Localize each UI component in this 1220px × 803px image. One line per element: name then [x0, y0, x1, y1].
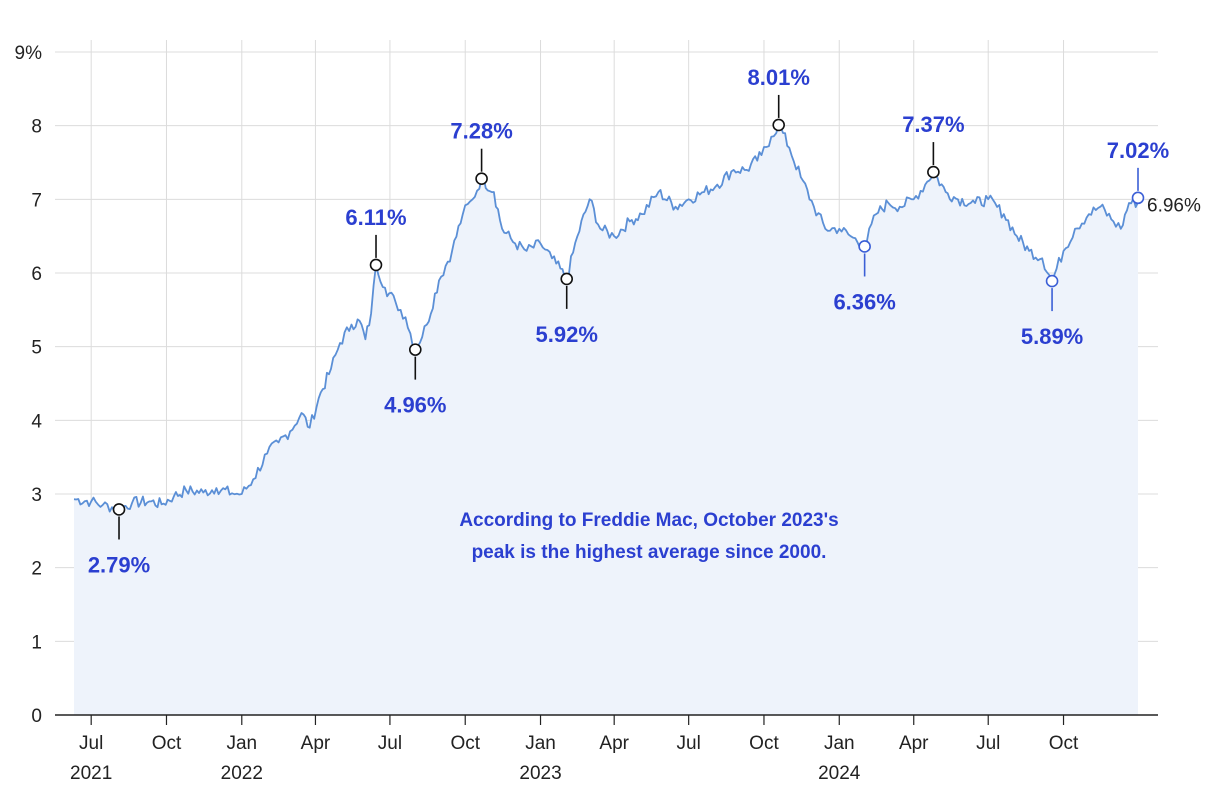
x-tick-label: Jul	[677, 733, 701, 754]
annotation-label: 4.96%	[384, 393, 446, 418]
y-tick-label: 6	[31, 264, 42, 285]
x-tick-label: Apr	[301, 733, 331, 754]
annotation-marker	[927, 165, 940, 179]
annotation-label: 5.89%	[1021, 324, 1083, 349]
x-tick-label: Oct	[450, 733, 480, 754]
annotation-marker	[112, 503, 126, 516]
annotation-marker	[1131, 191, 1145, 205]
x-tick-label: Jan	[525, 733, 556, 754]
annotation-marker	[369, 258, 383, 272]
x-tick-label: Jul	[79, 733, 103, 754]
y-tick-label: 0	[31, 706, 42, 727]
annotation-marker	[772, 118, 785, 132]
x-tick-label: Oct	[152, 733, 182, 754]
x-year-label: 2023	[519, 763, 561, 784]
annotation-label: 2.79%	[88, 552, 150, 577]
note-line-1: According to Freddie Mac, October 2023's	[459, 510, 838, 531]
x-tick-label: Apr	[599, 733, 629, 754]
last-value-label: 6.96%	[1147, 195, 1201, 216]
y-tick-label: 7	[31, 190, 42, 211]
y-tick-label: 9%	[15, 43, 43, 64]
y-tick-label: 5	[31, 338, 42, 359]
y-tick-label: 8	[31, 117, 42, 138]
y-tick-label: 1	[31, 632, 42, 653]
y-tick-label: 2	[31, 559, 42, 580]
x-tick-label: Jan	[824, 733, 855, 754]
annotation-label: 5.92%	[536, 322, 598, 347]
annotation-marker	[475, 172, 488, 186]
annotation-label: 6.11%	[345, 205, 406, 230]
note-line-2: peak is the highest average since 2000.	[472, 542, 827, 563]
x-year-label: 2021	[70, 763, 112, 784]
x-year-label: 2024	[818, 763, 861, 784]
x-tick-label: Apr	[899, 733, 929, 754]
annotation-label: 7.28%	[450, 119, 512, 144]
series-line	[73, 124, 1139, 513]
axis-layer: 0 1 2 3 4 5 6 7 8 9% Jul 2021 Oct Jan 2022 Apr Jul Oct Jan…	[15, 43, 1158, 784]
annotation-marker	[560, 272, 574, 286]
y-tick-label: 4	[31, 411, 42, 432]
x-tick-label: Jul	[976, 733, 1000, 754]
x-tick-label: Oct	[1049, 733, 1079, 754]
x-tick-label: Oct	[749, 733, 779, 754]
annotation-marker	[408, 343, 422, 356]
area-layer	[73, 124, 1139, 715]
x-year-label: 2022	[221, 763, 263, 784]
y-tick-label: 3	[31, 485, 42, 506]
x-tick-label: Jul	[378, 733, 402, 754]
annotation-label: 7.02%	[1107, 138, 1169, 163]
annotation-label: 7.37%	[902, 112, 964, 137]
annotation-layer: 2.79% 6.11% 4.96% 7.28% 5.92% 8.01% 6.36% 7.37%…	[88, 65, 1201, 578]
note-layer: According to Freddie Mac, October 2023's…	[459, 510, 838, 563]
x-tick-label: Jan	[226, 733, 257, 754]
annotation-label: 8.01%	[748, 65, 810, 90]
annotation-marker	[1045, 274, 1059, 288]
annotation-label: 6.36%	[833, 289, 895, 314]
series-area	[74, 124, 1138, 715]
annotation-marker	[858, 240, 871, 253]
